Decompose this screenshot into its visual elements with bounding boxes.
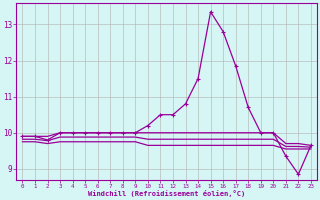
X-axis label: Windchill (Refroidissement éolien,°C): Windchill (Refroidissement éolien,°C): [88, 190, 245, 197]
